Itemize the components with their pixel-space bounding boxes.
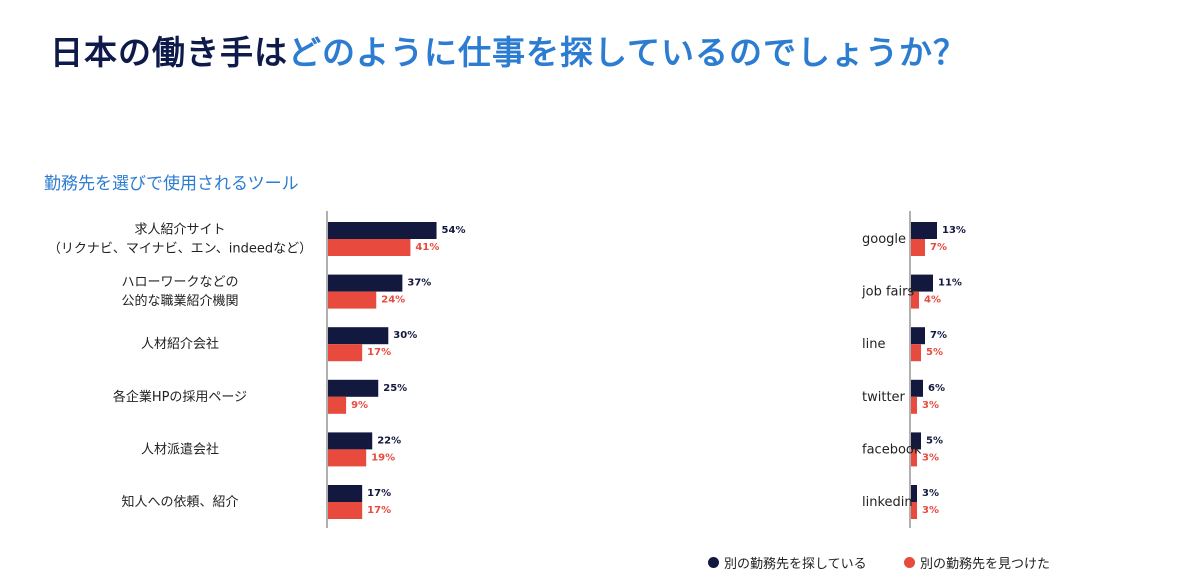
bar-found — [911, 344, 921, 362]
category-label: facebook — [862, 442, 922, 457]
bar-found — [328, 344, 363, 362]
category-label: （リクナビ、マイナビ、エン、indeedなど） — [48, 242, 312, 257]
data-label: 22% — [377, 435, 401, 446]
bar-searching — [328, 274, 403, 292]
data-label: 3% — [922, 400, 939, 411]
data-label: 41% — [415, 242, 439, 253]
data-label: 54% — [442, 225, 466, 236]
bar-found — [911, 449, 917, 467]
category-label: job fairs — [861, 285, 914, 300]
bar-searching — [328, 327, 389, 345]
category-label: 人材紹介会社 — [141, 336, 219, 352]
category-label: ハローワークなどの — [121, 275, 238, 290]
bar-found — [911, 239, 925, 256]
page-title: 日本の働き手はどのように仕事を探しているのでしょうか？ — [50, 26, 967, 74]
data-label: 25% — [383, 383, 407, 394]
category-label: twitter — [862, 390, 906, 405]
data-label: 7% — [930, 330, 947, 341]
category-label: line — [862, 337, 885, 352]
category-label: 知人への依頼、紹介 — [121, 494, 238, 510]
data-label: 5% — [926, 347, 943, 358]
bar-searching — [911, 485, 917, 502]
data-label: 4% — [924, 295, 941, 306]
data-label: 3% — [922, 452, 939, 463]
bar-searching — [911, 327, 925, 345]
bar-searching — [328, 432, 373, 450]
title-part-accent: どのように仕事を探しているのでしょうか？ — [288, 33, 968, 72]
data-label: 9% — [351, 400, 368, 411]
bar-found — [328, 449, 367, 467]
data-label: 11% — [938, 278, 962, 289]
category-label: google — [862, 232, 906, 247]
bar-found — [328, 239, 411, 256]
legend-label-searching: 別の勤務先を探している — [724, 557, 867, 572]
data-label: 6% — [928, 383, 945, 394]
data-label: 3% — [922, 488, 939, 499]
bar-found — [328, 396, 347, 414]
data-label: 3% — [922, 505, 939, 516]
data-label: 37% — [407, 278, 431, 289]
chart-tools-online: 13% 7% google 11% 4% job fairs 7% 5% line 6% 3% twi… — [861, 211, 966, 528]
bar-searching — [911, 222, 937, 239]
bar-searching — [911, 379, 923, 397]
data-label: 19% — [371, 452, 395, 463]
category-label: linkedin — [862, 495, 913, 510]
bar-searching — [328, 485, 363, 502]
bar-found — [328, 291, 377, 309]
data-label: 24% — [381, 295, 405, 306]
bar-searching — [328, 222, 437, 239]
bar-found — [328, 502, 363, 519]
category-label: 人材派遣会社 — [141, 441, 219, 457]
legend-swatch-found — [904, 557, 915, 568]
category-label: 公的な職業紹介機関 — [121, 293, 238, 309]
bar-found — [911, 396, 917, 414]
bar-searching — [911, 274, 933, 292]
bar-searching — [911, 432, 921, 450]
data-label: 13% — [942, 225, 966, 236]
chart-subtitle: 勤務先を選びで使用されるツール — [44, 174, 299, 194]
data-label: 5% — [926, 435, 943, 446]
legend-swatch-searching — [708, 557, 719, 568]
legend-item-searching: 別の勤務先を探している — [708, 553, 867, 572]
chart-tools-main: 54%41%求人紹介サイト（リクナビ、マイナビ、エン、indeedなど）37%2… — [48, 211, 466, 528]
data-label: 17% — [367, 505, 391, 516]
data-label: 17% — [367, 488, 391, 499]
legend-label-found: 別の勤務先を見つけた — [920, 557, 1051, 572]
title-part-dark: 日本の働き手は — [50, 33, 288, 72]
data-label: 17% — [367, 347, 391, 358]
data-label: 7% — [930, 242, 947, 253]
data-label: 30% — [393, 330, 417, 341]
category-label: 各企業HPの採用ページ — [113, 389, 247, 405]
bar-found — [911, 502, 917, 519]
bar-found — [911, 291, 919, 309]
legend-item-found: 別の勤務先を見つけた — [904, 553, 1050, 572]
bar-searching — [328, 379, 379, 397]
category-label: 求人紹介サイト — [134, 223, 225, 238]
